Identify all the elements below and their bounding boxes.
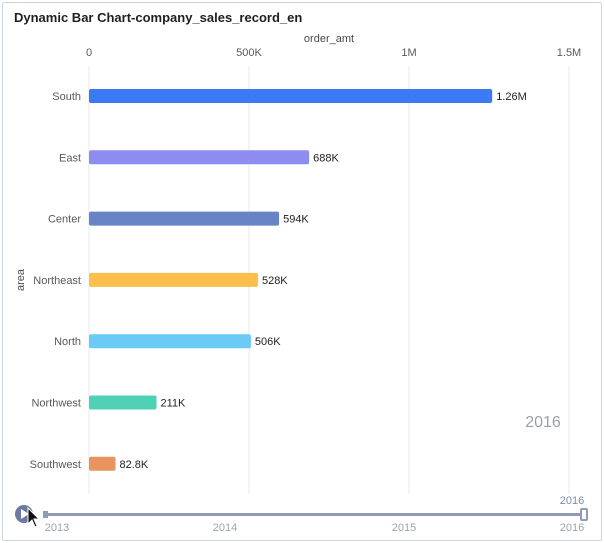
bar-north: [89, 334, 251, 349]
x-tick-labels: 0 500K 1M 1.5M: [86, 47, 581, 59]
category-label-northeast: Northeast: [33, 275, 81, 287]
value-label-south: 1.26M: [496, 91, 527, 103]
category-labels: South East Center Northeast North Northwest So…: [30, 91, 82, 471]
current-year-label: 2016: [525, 414, 561, 431]
bar-center: [89, 211, 280, 226]
category-label-east: East: [59, 152, 81, 164]
value-label-east: 688K: [313, 152, 339, 164]
category-label-northwest: Northwest: [31, 398, 81, 410]
timeline-track[interactable]: [44, 513, 584, 516]
bar-northeast: [89, 272, 258, 287]
mouse-cursor-icon: [27, 506, 41, 528]
x-tick-label-1: 500K: [236, 47, 262, 59]
value-labels: 1.26M 688K 594K 528K 506K 211K 82.8K: [119, 91, 526, 471]
bars: [89, 89, 493, 471]
timeline-year-labels: 2013 2014 2015 2016: [45, 522, 584, 534]
x-tick-label-2: 1M: [401, 47, 416, 59]
timeline-year-2015: 2015: [392, 522, 416, 534]
bar-south: [89, 89, 493, 103]
y-axis-label: area: [15, 268, 27, 291]
timeline-start-handle[interactable]: [43, 511, 48, 518]
timeline-current-label: 2016: [560, 495, 584, 507]
timeline-year-2014: 2014: [213, 522, 237, 534]
value-label-north: 506K: [255, 336, 281, 348]
chart-title: Dynamic Bar Chart-company_sales_record_e…: [14, 10, 303, 25]
bar-east: [89, 150, 310, 165]
play-icon: [21, 509, 29, 519]
bar-northwest: [89, 395, 157, 410]
value-label-northwest: 211K: [161, 398, 187, 410]
value-label-center: 594K: [283, 214, 309, 226]
value-label-southwest: 82.8K: [119, 459, 148, 471]
bar-southwest: [89, 456, 116, 471]
x-tick-label-0: 0: [86, 47, 92, 59]
category-label-center: Center: [48, 214, 81, 226]
category-label-south: South: [52, 91, 81, 103]
x-axis-label: order_amt: [304, 33, 354, 45]
timeline-slider-handle[interactable]: [580, 508, 588, 521]
category-label-north: North: [54, 336, 81, 348]
category-label-southwest: Southwest: [30, 459, 81, 471]
x-tick-label-3: 1.5M: [557, 47, 581, 59]
value-label-northeast: 528K: [262, 275, 288, 287]
timeline-year-2013: 2013: [45, 522, 69, 534]
timeline-year-2016: 2016: [560, 522, 584, 534]
